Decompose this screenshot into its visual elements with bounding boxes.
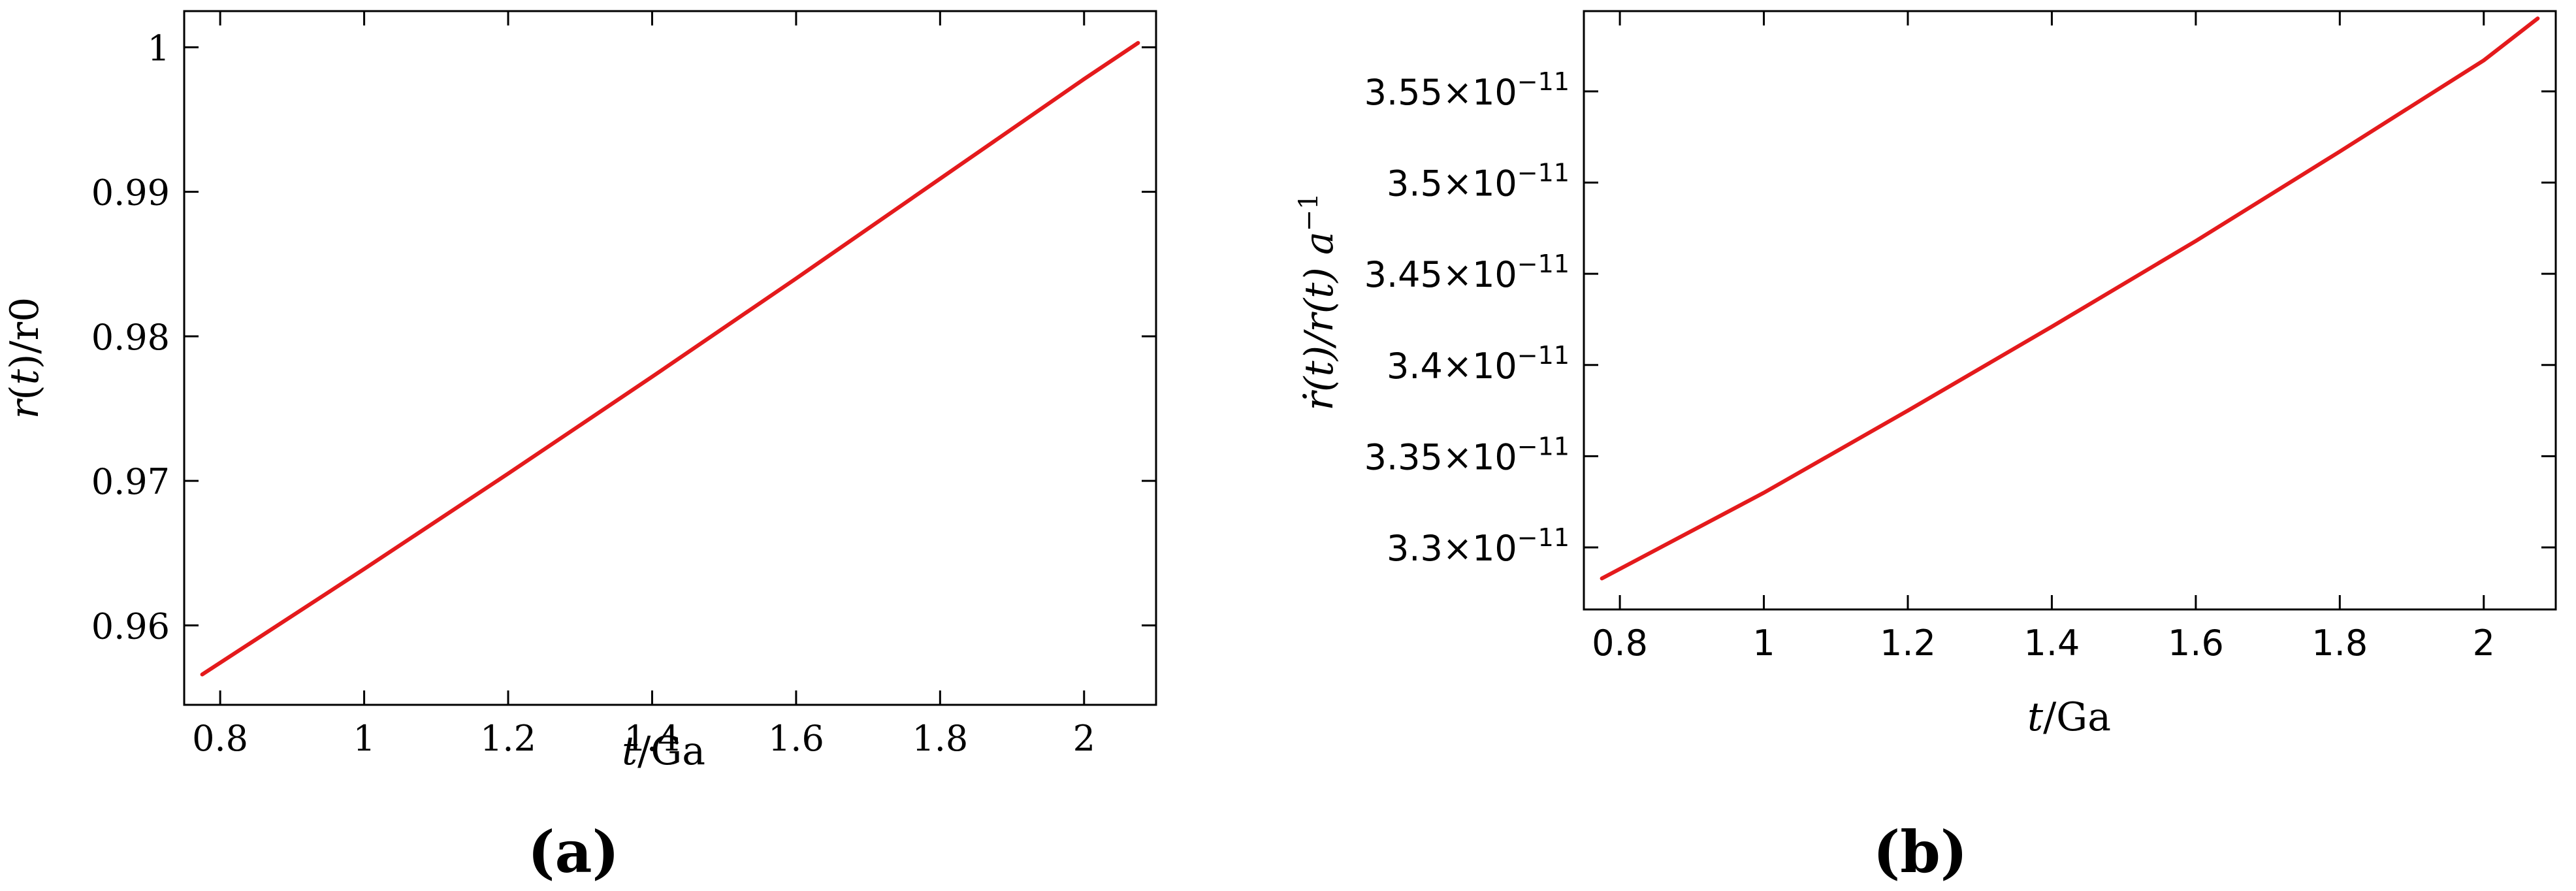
b-ytick-times: ×10 (1443, 163, 1517, 204)
b-ytick-exponent: −11 (1517, 341, 1570, 370)
a-xtick-label: 1 (353, 718, 375, 759)
chart-a-xlabel-var: t (622, 728, 638, 774)
chart-b-xlabel: t/Ga (2027, 694, 2111, 740)
chart-b-ylabel: ṙ(t)/r(t) a−1 (1294, 193, 1342, 410)
chart-a-ylabel-paren: ( (2, 385, 48, 400)
b-series-line (1600, 16, 2540, 581)
chart-b-panel-label: (b) (1873, 818, 1968, 886)
chart-b-frame (1583, 10, 2557, 611)
chart-b-ylabel-text: ṙ(t)/r(t) a (1296, 231, 1342, 410)
b-ytick-exponent: −11 (1517, 432, 1570, 461)
a-xtick-label: 2 (1073, 718, 1095, 759)
a-ytick-label: 0.97 (91, 461, 170, 502)
b-ytick-mantissa: 3.3 (1387, 528, 1443, 569)
a-ytick-label: 0.98 (91, 317, 170, 358)
b-ytick-times: ×10 (1443, 528, 1517, 569)
b-ytick-times: ×10 (1443, 254, 1517, 295)
b-ytick-label: 3.35×10−11 (1364, 432, 1570, 478)
chart-b-ylabel-sup: −1 (1294, 193, 1324, 231)
a-ytick-label: 0.96 (91, 606, 170, 647)
a-xtick-label: 0.8 (192, 718, 248, 759)
chart-b: 0.8 1 1.2 1.4 1.6 1.8 2 3.3×10−113.35×10−113.4… (1294, 10, 2557, 886)
chart-a-y-ticks: 0.96 0.97 0.98 0.99 1 (91, 27, 1156, 647)
chart-a-xlabel-unit: /Ga (637, 728, 705, 774)
a-xtick-label: 1.4 (624, 718, 680, 759)
b-ytick-times: ×10 (1443, 346, 1517, 387)
chart-b-y-ticks: 3.3×10−113.35×10−113.4×10−113.45×10−113.… (1364, 67, 2556, 569)
chart-a-ylabel: r(t)/r0 (2, 297, 48, 419)
chart-a-ylabel-rest: )/r0 (2, 297, 48, 369)
b-ytick-exponent: −11 (1517, 67, 1570, 96)
b-xtick-label: 1.2 (1880, 623, 1936, 664)
b-xtick-label: 1.4 (2023, 623, 2080, 664)
chart-a-ylabel-var: r (2, 398, 48, 419)
chart-a-ylabel-arg: t (2, 368, 48, 385)
b-ytick-mantissa: 3.55 (1364, 72, 1443, 113)
b-ytick-label: 3.3×10−11 (1387, 523, 1570, 569)
b-ytick-exponent: −11 (1517, 250, 1570, 278)
chart-a-panel-label: (a) (528, 818, 619, 886)
b-ytick-mantissa: 3.35 (1364, 436, 1443, 478)
b-ytick-label: 3.45×10−11 (1364, 250, 1570, 295)
b-ytick-mantissa: 3.4 (1387, 346, 1443, 387)
b-ytick-times: ×10 (1443, 72, 1517, 113)
b-xtick-label: 1.8 (2311, 623, 2368, 664)
a-xtick-label: 1.8 (912, 718, 968, 759)
b-xtick-label: 1.6 (2168, 623, 2224, 664)
chart-a-series (200, 40, 1140, 677)
b-ytick-exponent: −11 (1517, 159, 1570, 187)
a-xtick-label: 1.6 (768, 718, 824, 759)
chart-b-x-ticks: 0.8 1 1.2 1.4 1.6 1.8 2 (1592, 11, 2495, 664)
chart-a-xlabel: t/Ga (622, 728, 705, 774)
b-ytick-label: 3.4×10−11 (1387, 341, 1570, 387)
b-ytick-label: 3.5×10−11 (1387, 159, 1570, 204)
b-ytick-mantissa: 3.5 (1387, 163, 1443, 204)
b-xtick-label: 1 (1752, 623, 1775, 664)
chart-a: 0.8 1 1.2 1.4 1.6 1.8 2 0.96 0.97 0.98 0.99 1 t/Ga… (2, 10, 1157, 886)
b-ytick-mantissa: 3.45 (1364, 254, 1443, 295)
b-ytick-exponent: −11 (1517, 523, 1570, 552)
b-xtick-label: 2 (2473, 623, 2495, 664)
chart-a-frame (183, 10, 1157, 706)
b-ytick-label: 3.55×10−11 (1364, 67, 1570, 113)
b-ytick-times: ×10 (1443, 436, 1517, 478)
b-xtick-label: 0.8 (1592, 623, 1648, 664)
a-ytick-label: 0.99 (91, 172, 170, 214)
a-ytick-label: 1 (148, 27, 170, 69)
chart-b-xlabel-unit: /Ga (2043, 694, 2111, 740)
chart-b-xlabel-var: t (2027, 694, 2044, 740)
a-series-line (200, 40, 1140, 677)
a-xtick-label: 1.2 (480, 718, 536, 759)
chart-b-series (1600, 16, 2540, 581)
chart-a-x-ticks: 0.8 1 1.2 1.4 1.6 1.8 2 (192, 11, 1095, 759)
